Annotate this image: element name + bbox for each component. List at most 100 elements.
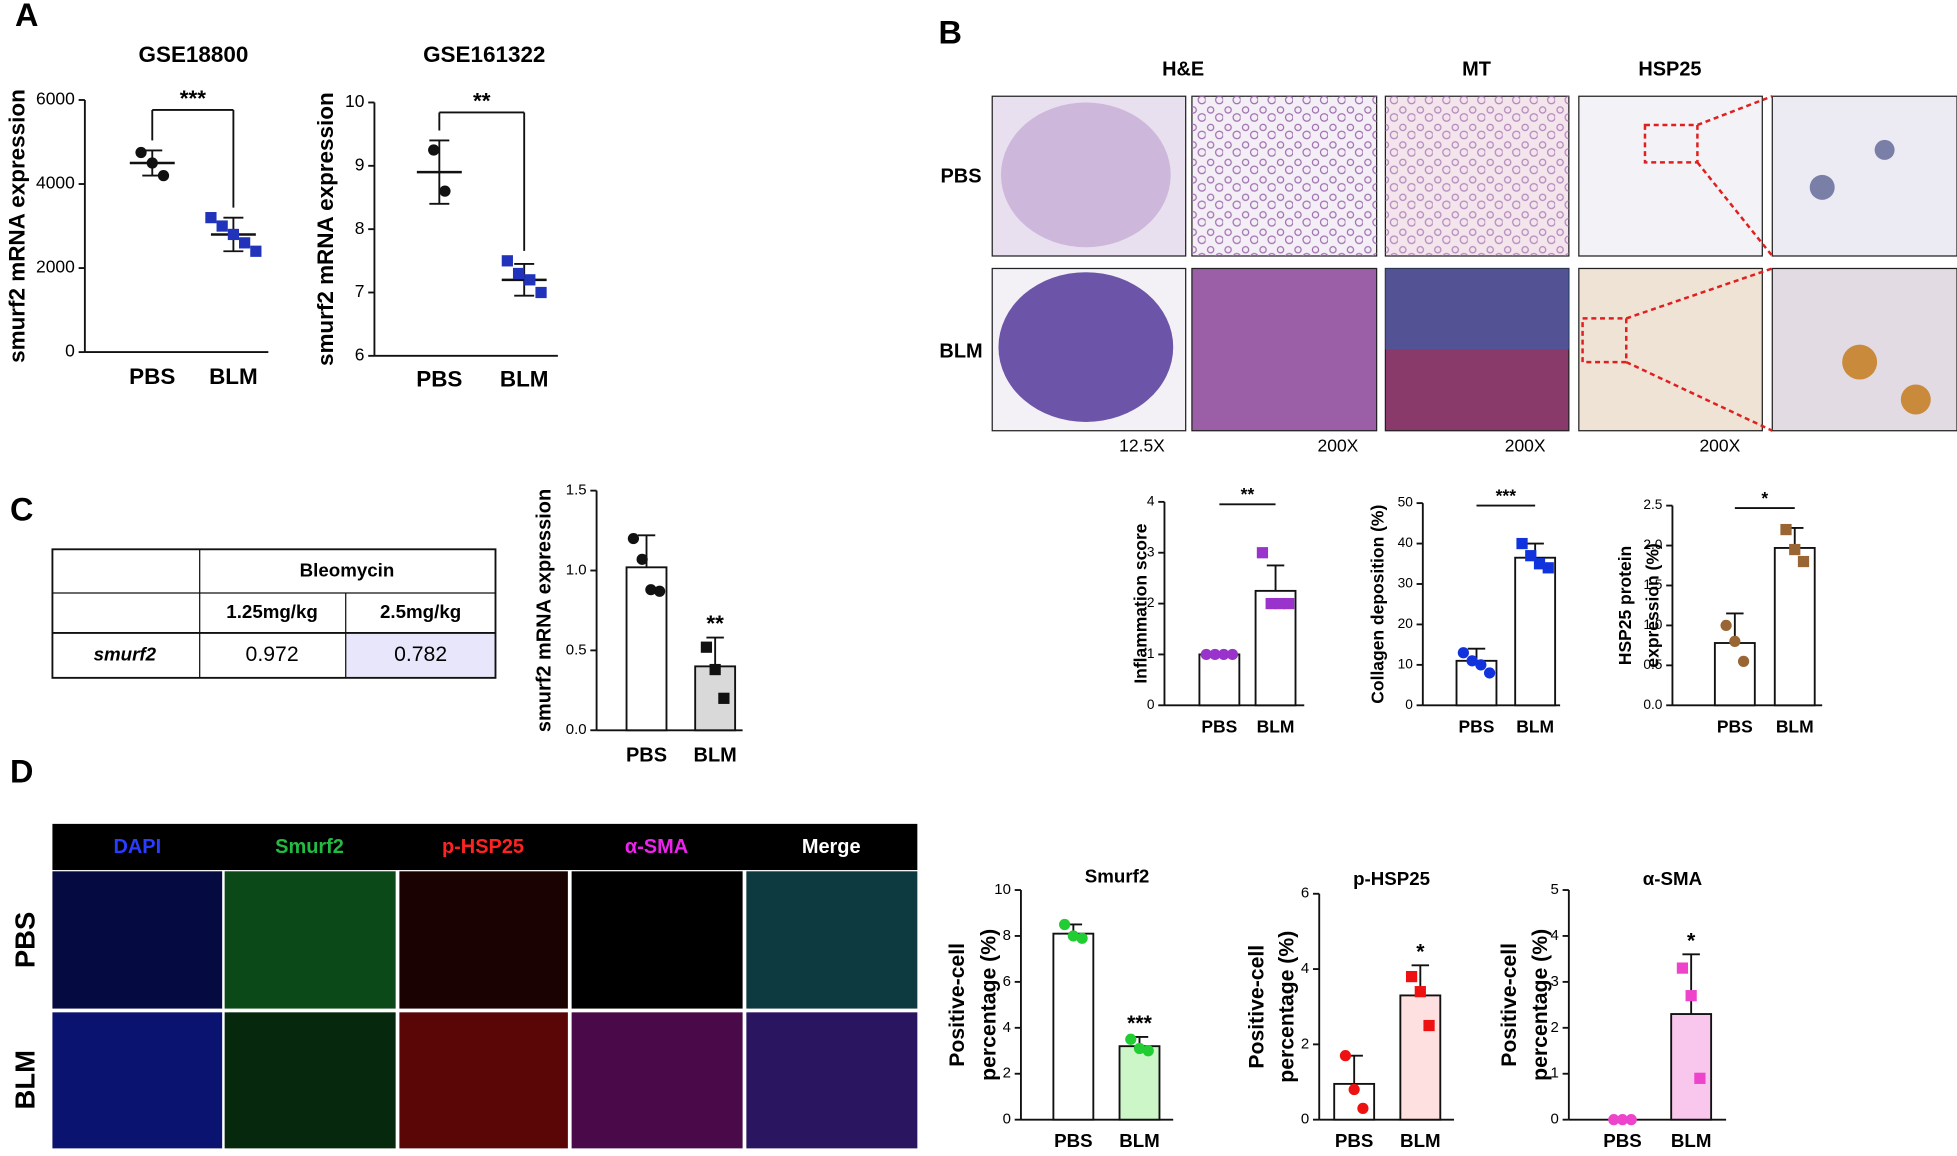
table-row-label: smurf2: [94, 643, 157, 664]
y-tick-label: 20: [1398, 616, 1414, 631]
y-tick-label: 6000: [36, 89, 75, 109]
data-point: [1265, 597, 1277, 610]
bar: [1399, 994, 1442, 1121]
y-tick-label: 2: [1003, 1065, 1011, 1082]
data-point: [636, 553, 648, 565]
chart-title: Smurf2: [1085, 865, 1150, 886]
y-tick-label: 2: [1147, 595, 1155, 610]
nucleus: [1874, 139, 1895, 160]
bar: [1118, 1045, 1161, 1121]
bar: [1333, 1082, 1376, 1121]
y-tick-label: 30: [1398, 576, 1414, 591]
table-cell: 0.782: [394, 643, 447, 666]
significance: *: [1416, 940, 1425, 963]
stain: [1842, 344, 1878, 380]
y-tick-label: 9: [355, 154, 365, 174]
y-axis-label: percentage (%): [1276, 931, 1299, 1083]
highlight-cell: [345, 632, 496, 678]
y-tick-label: 8: [355, 218, 365, 238]
data-point: [653, 585, 666, 597]
data-point: [1218, 648, 1230, 661]
y-tick-label: 2.0: [1643, 537, 1662, 552]
y-axis-label: Positive-cell: [946, 943, 969, 1067]
data-point: [524, 274, 536, 286]
y-tick-label: 0: [1551, 1111, 1559, 1128]
x-tick-label: BLM: [209, 364, 258, 389]
data-point: [718, 692, 730, 704]
data-point: [1256, 547, 1269, 559]
bar: [1254, 589, 1297, 707]
chart-title: α-SMA: [1643, 868, 1703, 889]
magnification: 12.5X: [1119, 436, 1165, 456]
y-axis-label: percentage (%): [1529, 929, 1552, 1081]
channel-label: Smurf2: [275, 836, 344, 858]
data-point: [535, 286, 547, 299]
data-point: [1676, 962, 1689, 974]
y-tick-label: 40: [1398, 535, 1414, 550]
x-tick-label: BLM: [1776, 716, 1814, 736]
data-point: [1357, 1102, 1369, 1114]
x-tick-label: BLM: [1119, 1130, 1160, 1151]
significance: **: [1241, 484, 1255, 504]
x-tick-label: PBS: [1459, 716, 1495, 736]
y-tick-label: 4: [1003, 1019, 1011, 1036]
y-tick-label: 0.0: [1643, 697, 1662, 712]
bar: [1670, 1013, 1713, 1121]
data-point: [1694, 1072, 1706, 1084]
nucleus: [1809, 174, 1835, 200]
micrograph: [399, 1012, 568, 1149]
panel-letter: B: [939, 15, 962, 51]
data-point: [1226, 648, 1239, 661]
x-tick-label: PBS: [1054, 1130, 1093, 1151]
data-point: [1414, 986, 1426, 998]
column-label: MT: [1462, 58, 1491, 80]
row-label: BLM: [939, 340, 982, 362]
data-point: [1142, 1045, 1154, 1057]
channel-label: α-SMA: [625, 836, 688, 858]
data-point: [1625, 1114, 1637, 1126]
data-point: [1076, 932, 1088, 944]
y-tick-label: 3: [1551, 973, 1559, 990]
y-tick-label: 50: [1398, 495, 1414, 510]
bar: [1052, 932, 1095, 1121]
panel-letter: D: [10, 754, 33, 790]
texture: [1385, 96, 1569, 256]
data-point: [146, 157, 158, 169]
y-tick-label: 1.0: [566, 561, 587, 578]
table-border: [51, 548, 497, 679]
micrograph: [1191, 267, 1378, 432]
data-point: [135, 146, 147, 159]
y-tick-label: 0: [1405, 697, 1413, 712]
column-label: H&E: [1162, 58, 1204, 80]
table-column: 2.5mg/kg: [380, 601, 461, 622]
data-point: [1475, 659, 1487, 671]
significance: ***: [1127, 1012, 1153, 1035]
x-tick-label: BLM: [1516, 716, 1554, 736]
data-point: [709, 663, 721, 676]
y-tick-label: 0.5: [566, 641, 587, 658]
tissue: [998, 272, 1174, 422]
y-axis-label: Collagen deposition (%): [1368, 505, 1388, 704]
bar: [1773, 547, 1816, 707]
y-tick-label: 4: [1147, 493, 1155, 508]
y-axis-label: expression (%): [1642, 543, 1662, 667]
data-point: [700, 641, 713, 653]
x-tick-label: PBS: [626, 745, 667, 767]
y-tick-label: 10: [1398, 656, 1414, 671]
micrograph: [224, 871, 396, 1009]
data-point: [645, 584, 657, 596]
y-tick-label: 1.0: [1643, 617, 1662, 632]
y-tick-label: 0.0: [566, 721, 587, 738]
data-point: [1209, 648, 1221, 661]
data-point: [1483, 667, 1496, 679]
row-label: PBS: [941, 166, 982, 188]
y-axis-label: percentage (%): [977, 929, 1000, 1081]
y-axis-label: smurf2 mRNA expression: [534, 489, 556, 732]
y-tick-label: 4: [1301, 960, 1309, 977]
y-tick-label: 2.5: [1643, 497, 1662, 512]
y-tick-label: 0: [1003, 1111, 1011, 1128]
y-tick-label: 6: [1003, 973, 1011, 990]
x-tick-label: PBS: [1603, 1130, 1641, 1151]
data-point: [205, 212, 217, 224]
data-point: [501, 255, 513, 267]
